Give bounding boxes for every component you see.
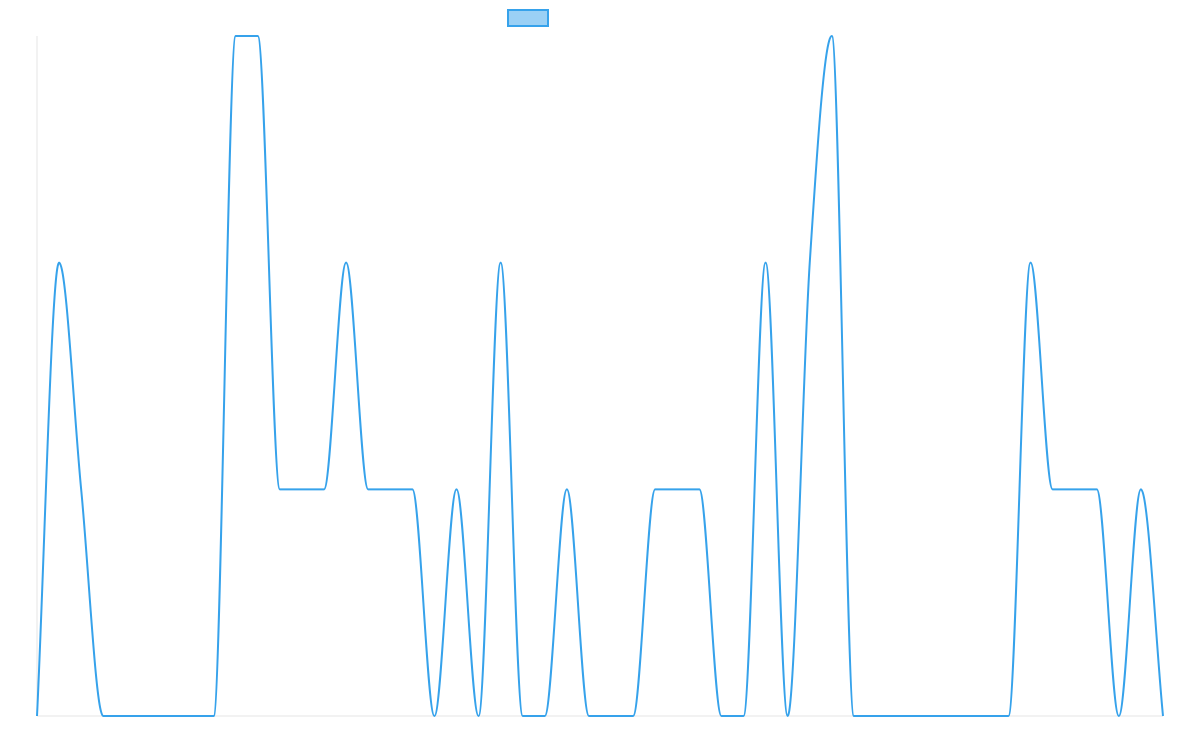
- legend-swatch[interactable]: [507, 9, 549, 27]
- line: [36, 34, 1164, 718]
